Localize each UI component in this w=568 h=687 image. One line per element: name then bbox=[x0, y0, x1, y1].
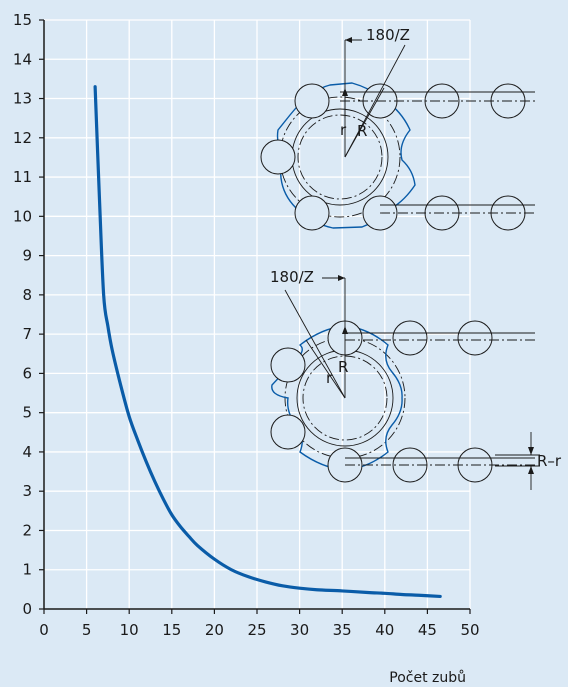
bottom-angle-label: 180/Z bbox=[270, 268, 314, 286]
x-tick-label-1: 5 bbox=[82, 621, 92, 639]
top-roller-4 bbox=[294, 195, 330, 231]
top-angle-arrowhead bbox=[345, 37, 352, 43]
top-inner-circle-2 bbox=[297, 114, 383, 200]
bottom-roller-6 bbox=[457, 320, 493, 356]
y-tick-label-11: 11 bbox=[13, 168, 32, 186]
x-tick-label-6: 30 bbox=[290, 621, 309, 639]
x-tick-label-7: 35 bbox=[333, 621, 352, 639]
dim-label: R–r bbox=[537, 452, 562, 470]
y-tick-label-9: 9 bbox=[22, 247, 32, 265]
y-tick-label-4: 4 bbox=[22, 443, 32, 461]
bottom-r-dim-line bbox=[305, 339, 346, 399]
x-tick-label-2: 10 bbox=[120, 621, 139, 639]
y-tick-label-2: 2 bbox=[22, 521, 32, 539]
y-tick-label-8: 8 bbox=[22, 286, 32, 304]
y-tick-label-1: 1 bbox=[22, 561, 32, 579]
bottom-sprocket-outline bbox=[271, 325, 403, 471]
series-line bbox=[93, 85, 442, 599]
bottom-r-label: r bbox=[326, 369, 333, 387]
dim-arrowhead-bottom bbox=[528, 466, 534, 474]
x-tick-label-3: 15 bbox=[162, 621, 181, 639]
series-points bbox=[95, 86, 441, 597]
y-tick-label-7: 7 bbox=[22, 325, 32, 343]
y-tick-label-6: 6 bbox=[22, 364, 32, 382]
y-tick-label-15: 15 bbox=[13, 11, 32, 29]
top-angle-line bbox=[344, 44, 406, 158]
x-tick-label-10: 50 bbox=[460, 621, 479, 639]
top-angle-label: 180/Z bbox=[366, 26, 410, 44]
bottom-roller-5 bbox=[392, 320, 428, 356]
x-tick-label-4: 20 bbox=[205, 621, 224, 639]
x-tick-label-5: 25 bbox=[247, 621, 266, 639]
bottom-roller-3 bbox=[270, 414, 306, 450]
dim-arrowhead-top bbox=[528, 447, 534, 455]
sprocket-diagram-top: 180/Z r R bbox=[260, 26, 535, 231]
x-tick-label-0: 0 bbox=[39, 621, 49, 639]
x-axis-label: Počet zubů bbox=[389, 670, 466, 686]
grid bbox=[44, 19, 471, 609]
x-tick-label-8: 40 bbox=[375, 621, 394, 639]
bottom-roller-2 bbox=[270, 347, 306, 383]
bottom-R-label: R bbox=[338, 358, 348, 376]
y-tick-label-12: 12 bbox=[13, 129, 32, 147]
y-tick-label-0: 0 bbox=[22, 600, 32, 618]
y-tick-label-3: 3 bbox=[22, 482, 32, 500]
bottom-angle-line bbox=[284, 289, 346, 399]
y-tick-label-10: 10 bbox=[13, 207, 32, 225]
top-R-label: R bbox=[357, 122, 367, 140]
y-tick-label-14: 14 bbox=[13, 50, 32, 68]
top-r-label: r bbox=[340, 121, 347, 139]
sprocket-diagram-bottom: 180/Z r R R–r bbox=[270, 268, 562, 490]
x-tick-label-9: 45 bbox=[418, 621, 437, 639]
bottom-angle-arrowhead bbox=[338, 275, 345, 281]
top-r-arrowhead bbox=[342, 88, 348, 96]
y-tick-label-13: 13 bbox=[13, 90, 32, 108]
bottom-R-arrowhead bbox=[342, 326, 348, 334]
top-roller-1 bbox=[294, 83, 330, 119]
top-R-dim-line bbox=[344, 87, 385, 158]
top-roller-3 bbox=[260, 139, 296, 175]
x-ticks: 0 5 10 15 20 25 30 35 40 45 50 bbox=[39, 609, 480, 639]
y-tick-label-5: 5 bbox=[22, 404, 32, 422]
bottom-inner-circle-2 bbox=[302, 355, 388, 441]
